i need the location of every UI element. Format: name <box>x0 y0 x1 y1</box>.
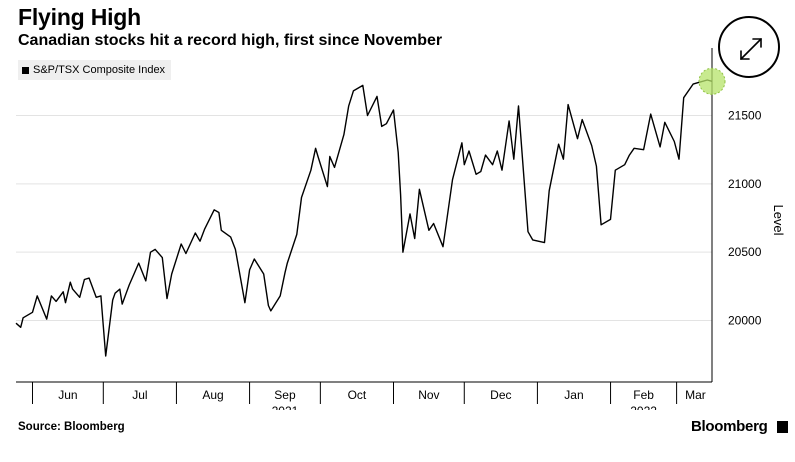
x-tick-label: Dec <box>490 388 511 402</box>
brand-logo: Bloomberg <box>691 418 768 435</box>
x-tick-label: Feb <box>633 388 654 402</box>
bloomberg-terminal-icon <box>777 421 788 433</box>
expand-arrows-icon <box>740 38 762 60</box>
legend-label: S&P/TSX Composite Index <box>33 64 166 76</box>
x-tick-label: Oct <box>348 388 367 402</box>
expand-button[interactable] <box>718 16 780 78</box>
legend-swatch <box>22 66 29 74</box>
chart-title: Flying High <box>18 4 142 30</box>
x-tick-label: Sep <box>274 388 296 402</box>
y-tick-label: 20000 <box>728 314 762 328</box>
x-tick-label: Jun <box>58 388 77 402</box>
x-tick-label: Jul <box>132 388 147 402</box>
y-tick-label: 21000 <box>728 177 762 191</box>
y-tick-label: 20500 <box>728 245 762 259</box>
x-year-label: 2022 <box>630 404 657 410</box>
source-note: Source: Bloomberg <box>18 421 125 433</box>
chart-subtitle: Canadian stocks hit a record high, first… <box>18 32 443 49</box>
x-tick-label: Jan <box>564 388 583 402</box>
series-line-tsx <box>15 79 713 357</box>
y-tick-label: 21500 <box>728 109 762 123</box>
x-tick-label: Nov <box>418 388 439 402</box>
record-high-marker <box>698 67 726 95</box>
line-chart: 20000 20500 21000 21500 Level Jun Jul Aug Sep Oct… <box>15 48 786 410</box>
y-axis-title: Level <box>771 204 786 235</box>
x-year-label: 2021 <box>272 404 299 410</box>
x-tick-label: Mar <box>685 388 706 402</box>
x-tick-label: Aug <box>202 388 223 402</box>
chart-legend: S&P/TSX Composite Index <box>18 60 172 80</box>
